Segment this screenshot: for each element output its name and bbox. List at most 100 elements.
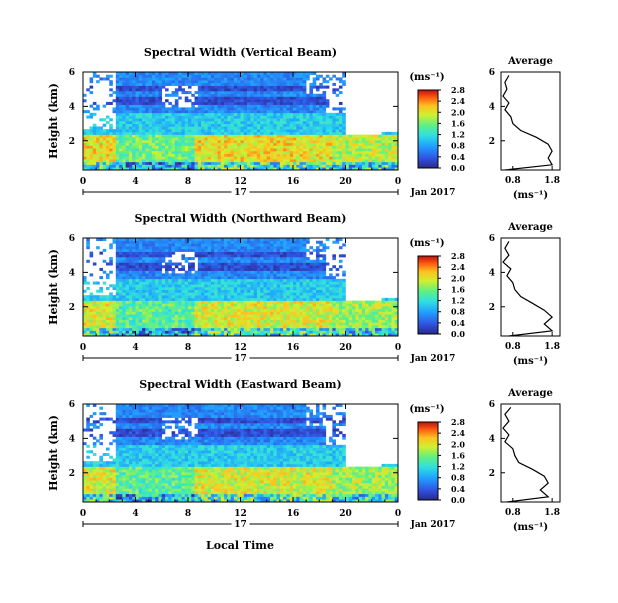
heatmap-cell <box>195 99 199 102</box>
heatmap-cell <box>90 273 94 276</box>
heatmap-cells <box>83 72 398 170</box>
heatmap-cell <box>145 331 149 334</box>
heatmap-cell <box>286 306 290 309</box>
heatmap-cell <box>185 107 189 110</box>
heatmap-cell <box>375 143 379 146</box>
heatmap-cell <box>172 94 176 97</box>
heatmap-cell <box>142 99 146 102</box>
heatmap-cell <box>257 94 261 97</box>
heatmap-cell <box>99 252 103 255</box>
heatmap-cell <box>218 97 222 100</box>
heatmap-cell <box>149 241 153 244</box>
heatmap-cell <box>132 97 136 100</box>
heatmap-cell <box>286 121 290 124</box>
heatmap-cell <box>231 249 235 252</box>
heatmap-cell <box>129 282 133 285</box>
heatmap-cell <box>283 279 287 282</box>
heatmap-cell <box>313 143 317 146</box>
heatmap-cell <box>339 156 343 159</box>
heatmap-cell <box>257 309 261 312</box>
heatmap-cell <box>132 107 136 110</box>
heatmap-cell <box>129 143 133 146</box>
heatmap-cell <box>181 80 185 83</box>
heatmap-cell <box>244 252 248 255</box>
heatmap-cell <box>181 83 185 86</box>
heatmap-cell <box>142 165 146 168</box>
heatmap-cell <box>257 325 261 328</box>
heatmap-cell <box>382 140 386 143</box>
heatmap-cell <box>175 102 179 105</box>
heatmap-cell <box>254 75 258 78</box>
heatmap-cell <box>208 126 212 129</box>
heatmap-cell <box>198 303 202 306</box>
heatmap-cell <box>96 290 100 293</box>
heatmap-cell <box>191 312 195 315</box>
heatmap-cell <box>326 143 330 146</box>
heatmap-cell <box>185 137 189 140</box>
heatmap-cell <box>145 301 149 304</box>
heatmap-cell <box>300 124 304 127</box>
heatmap-cell <box>195 118 199 121</box>
heatmap-cell <box>90 252 94 255</box>
heatmap-cell <box>139 165 143 168</box>
heatmap-cell <box>283 282 287 285</box>
heatmap-cell <box>286 263 290 266</box>
heatmap-cell <box>313 159 317 162</box>
heatmap-cell <box>191 159 195 162</box>
heatmap-cell <box>178 165 182 168</box>
heatmap-cell <box>273 263 277 266</box>
colorbar-tick-label: 0.0 <box>451 163 465 173</box>
heatmap-cell <box>158 126 162 129</box>
heatmap-cell <box>113 154 117 157</box>
heatmap-cell <box>296 143 300 146</box>
heatmap-cell <box>391 154 395 157</box>
heatmap-cell <box>129 107 133 110</box>
heatmap-cell <box>116 97 120 100</box>
heatmap-cell <box>214 287 218 290</box>
heatmap-cell <box>152 309 156 312</box>
heatmap-cell <box>119 331 123 334</box>
heatmap-cell <box>316 99 320 102</box>
heatmap-cell <box>145 83 149 86</box>
heatmap-cell <box>237 276 241 279</box>
heatmap-cell <box>277 80 281 83</box>
heatmap-cell <box>119 83 123 86</box>
heatmap-cell <box>165 99 169 102</box>
heatmap-cell <box>175 107 179 110</box>
heatmap-cell <box>300 135 304 138</box>
heatmap-cell <box>195 325 199 328</box>
heatmap-cell <box>283 298 287 301</box>
heatmap-cell <box>168 309 172 312</box>
heatmap-cell <box>237 295 241 298</box>
heatmap-cell <box>218 116 222 119</box>
heatmap-cell <box>227 306 231 309</box>
heatmap-cell <box>119 99 123 102</box>
heatmap-cell <box>273 88 277 91</box>
heatmap-cell <box>155 312 159 315</box>
heatmap-cell <box>339 124 343 127</box>
heatmap-cell <box>221 102 225 105</box>
heatmap-cell <box>260 314 264 317</box>
heatmap-cell <box>241 97 245 100</box>
heatmap-cell <box>145 282 149 285</box>
heatmap-cell <box>198 91 202 94</box>
heatmap-cell <box>244 243 248 246</box>
heatmap-cell <box>132 322 136 325</box>
heatmap-cell <box>286 77 290 80</box>
heatmap-cell <box>224 320 228 323</box>
heatmap-cell <box>280 273 284 276</box>
heatmap-cell <box>260 151 264 154</box>
heatmap-cell <box>221 320 225 323</box>
heatmap-cell <box>313 132 317 135</box>
heatmap-cell <box>83 159 87 162</box>
heatmap-cell <box>300 86 304 89</box>
heatmap-cell <box>263 328 267 331</box>
heatmap-cell <box>277 292 281 295</box>
heatmap-cell <box>237 86 241 89</box>
heatmap-cell <box>247 135 251 138</box>
heatmap-cell <box>231 97 235 100</box>
heatmap-cell <box>323 116 327 119</box>
heatmap-cell <box>277 129 281 132</box>
heatmap-cell <box>211 86 215 89</box>
heatmap-cell <box>293 75 297 78</box>
